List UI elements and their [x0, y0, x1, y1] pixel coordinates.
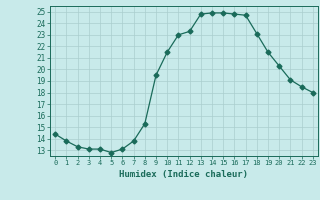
X-axis label: Humidex (Indice chaleur): Humidex (Indice chaleur): [119, 170, 249, 179]
